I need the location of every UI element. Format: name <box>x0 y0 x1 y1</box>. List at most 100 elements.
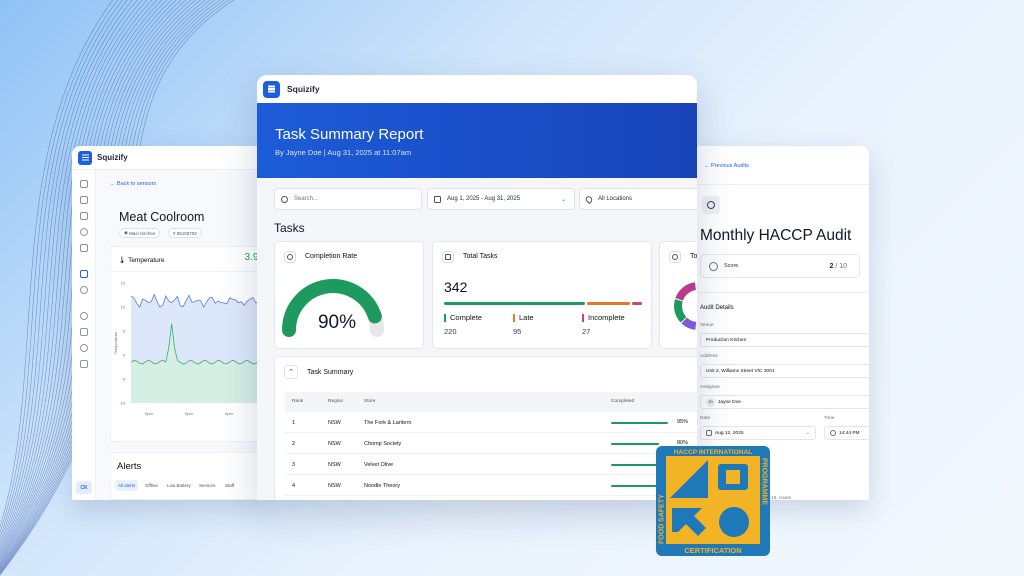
badge-circle-shape <box>719 507 749 537</box>
completion-rate-card: 90% Completion Rate <box>274 241 424 349</box>
cell-rank: 1 <box>292 420 296 426</box>
cell-completed: 80% <box>677 440 689 446</box>
temperature-card: 🌡 Temperature 3.90 15 10 5 0 -5 -10 Temperatur… <box>110 246 267 442</box>
cell-region: NSW <box>328 483 341 489</box>
score-clock-icon <box>709 261 718 271</box>
location-chip: ◉ Main Kitchen <box>119 228 161 238</box>
incomplete-value: 27 <box>582 327 591 336</box>
completion-progress-bar <box>611 485 659 487</box>
search-input[interactable]: Search... <box>274 188 422 210</box>
sensor-icon[interactable] <box>80 270 88 278</box>
y-tick-label: 5 <box>123 329 126 334</box>
incomplete-legend: Incomplete <box>582 313 625 322</box>
cell-rank: 2 <box>292 441 296 447</box>
date-value: Aug 12, 2025 <box>715 430 744 436</box>
badge-arrow-shape <box>672 508 706 536</box>
audit-title: Monthly HACCP Audit <box>700 227 852 244</box>
check-circle-icon[interactable] <box>80 228 88 236</box>
haccp-certification-badge: HACCP INTERNATIONAL CERTIFICATION FOOD S… <box>656 446 770 556</box>
temperature-green-area <box>131 323 267 403</box>
y-tick-label: 10 <box>121 305 126 310</box>
badge-text-bottom: CERTIFICATION <box>684 546 741 555</box>
report-title: Task Summary Report <box>275 126 424 143</box>
table-row[interactable]: 1 NSW The Fork & Lantern 95% <box>285 412 697 433</box>
third-card-title: To <box>690 253 697 260</box>
org-chart-icon[interactable] <box>80 196 88 204</box>
donut-segment <box>674 299 687 323</box>
time-field[interactable]: 14:44 PM <box>824 426 869 440</box>
report-icon[interactable] <box>80 360 88 368</box>
alert-tab-staff[interactable]: Staff <box>225 483 235 488</box>
background-line <box>0 0 138 549</box>
monitor-icon[interactable] <box>80 328 88 336</box>
pie-chart-icon[interactable] <box>80 286 88 294</box>
calendar-icon <box>706 430 712 436</box>
table-row[interactable]: 4 NSW Noodle Theory <box>285 475 697 496</box>
background-line <box>0 0 124 539</box>
date-field[interactable]: Aug 12, 2025 ⌄ <box>700 426 816 440</box>
previous-audits-link[interactable]: ← Previous Audits <box>704 163 749 169</box>
y-tick-label: 0 <box>123 353 126 358</box>
date-range-select[interactable]: Aug 1, 2025 - Aug 31, 2025 ⌄ <box>427 188 575 210</box>
x-tick-label: 6pm <box>225 411 233 416</box>
center-brand-name: Squizify <box>287 84 320 94</box>
score-label: Score <box>724 263 739 269</box>
venue-field[interactable]: Production Kitchen <box>700 333 869 347</box>
tasks-heading: Tasks <box>274 221 305 235</box>
alert-tab-offline[interactable]: Offline <box>145 483 158 488</box>
badge-text-left: FOOD SAFETY <box>659 494 666 544</box>
col-rank: Rank <box>292 399 304 404</box>
search-doc-icon[interactable] <box>80 312 88 320</box>
back-to-sensors-link[interactable]: ← Back to sensors <box>110 181 157 187</box>
total-tasks-value: 342 <box>444 279 468 295</box>
collapse-chevron-up-icon[interactable]: ⌃ <box>284 365 298 379</box>
background-line <box>0 0 133 546</box>
layers-icon[interactable] <box>80 244 88 252</box>
analytics-icon[interactable] <box>80 344 88 352</box>
audit-details-title: Audit Details <box>700 305 734 311</box>
cell-store: Velvet Olive <box>364 462 394 468</box>
venue-label: Venue <box>700 323 714 328</box>
clock-icon <box>830 430 836 436</box>
alert-tab-sensors[interactable]: Sensors <box>199 483 216 488</box>
sensor-title: Meat Coolroom <box>119 210 205 224</box>
cell-store: Chomp Society <box>364 441 402 447</box>
date-chevron-down-icon: ⌄ <box>805 430 810 436</box>
alert-tab-low-battery[interactable]: Low Battery <box>167 483 191 488</box>
table-row[interactable]: 3 NSW Velvet Olive <box>285 454 697 475</box>
assignee-field[interactable]: JD Jayne Doe <box>700 395 869 409</box>
late-bar <box>587 302 630 305</box>
total-tasks-card: Total Tasks 342 Complete Late Incomplete… <box>432 241 652 349</box>
completion-rate-value: 90% <box>318 312 356 333</box>
user-avatar[interactable]: CK <box>76 481 92 494</box>
squizify-logo-icon <box>78 150 92 165</box>
cell-region: NSW <box>328 441 341 447</box>
cell-rank: 4 <box>292 483 296 489</box>
task-summary-title: Task Summary <box>307 369 354 376</box>
cell-completed: 95% <box>677 419 689 425</box>
completion-progress-bar <box>611 464 659 466</box>
date-label: Date <box>700 416 711 421</box>
report-body: Search... Aug 1, 2025 - Aug 31, 2025 ⌄ A… <box>257 178 697 500</box>
alert-tab-all[interactable]: All alerts <box>115 480 139 491</box>
late-value: 95 <box>513 327 522 336</box>
alerts-card: Alerts All alerts Offline Low Battery Se… <box>110 452 267 500</box>
score-total: / 10 <box>835 262 847 270</box>
sensor-main-area: ← Back to sensors Meat Coolroom ◉ Main K… <box>96 170 267 500</box>
folder-icon[interactable] <box>80 212 88 220</box>
left-brand-name: Squizify <box>97 153 128 162</box>
alerts-title: Alerts <box>117 461 142 472</box>
tasks-grid-icon <box>442 251 454 263</box>
table-row[interactable]: 2 NSW Chomp Society 80% <box>285 433 697 454</box>
background-line <box>0 0 163 559</box>
audit-window: ← Previous Audits Monthly HACCP Audit Sc… <box>690 146 869 500</box>
y-tick-label: 15 <box>121 281 126 286</box>
completion-gauge: 90% <box>282 279 384 337</box>
location-select[interactable]: All Locations <box>579 188 697 210</box>
location-chip-text: Main Kitchen <box>129 230 156 236</box>
report-banner: Task Summary Report By Jayne Doe | Aug 3… <box>257 103 697 178</box>
clipboard-icon[interactable] <box>80 180 88 188</box>
left-nav-rail: CK <box>72 170 96 500</box>
address-field[interactable]: Unit 2, Williams Street VIC 3001 <box>700 364 869 378</box>
temperature-upper-line <box>130 293 267 309</box>
